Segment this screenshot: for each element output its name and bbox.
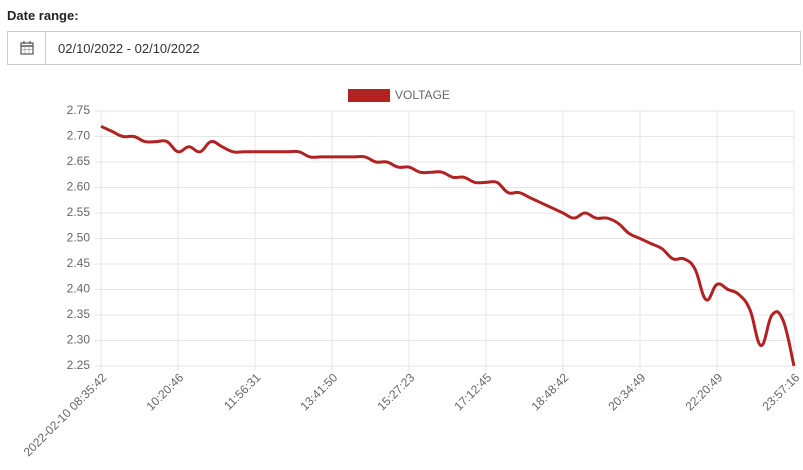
legend-swatch bbox=[348, 89, 390, 102]
date-range-value[interactable]: 02/10/2022 - 02/10/2022 bbox=[58, 41, 200, 56]
x-tick-label: 2022-02-10 08:35:42 bbox=[21, 370, 110, 459]
date-range-input[interactable]: 02/10/2022 - 02/10/2022 bbox=[7, 31, 801, 65]
y-tick-label: 2.40 bbox=[67, 282, 91, 296]
chart: 2.25 2.30 2.35 2.40 2.45 2.50 2.55 2.60 2.65 2.70… bbox=[21, 88, 803, 459]
calendar-icon[interactable] bbox=[8, 32, 46, 64]
x-tick-label: 18:48:42 bbox=[528, 370, 571, 413]
x-tick-label: 23:57:16 bbox=[759, 370, 802, 413]
x-tick-label: 11:56:31 bbox=[221, 370, 264, 413]
y-tick-label: 2.25 bbox=[67, 358, 91, 372]
calendar-glyph bbox=[20, 41, 34, 55]
y-tick-label: 2.55 bbox=[67, 205, 91, 219]
x-tick-label: 10:20:46 bbox=[143, 370, 186, 413]
x-tick-label: 20:34:49 bbox=[605, 370, 648, 413]
y-tick-label: 2.65 bbox=[67, 154, 91, 168]
x-tick-label: 13:41:50 bbox=[297, 370, 340, 413]
y-tick-label: 2.60 bbox=[67, 180, 91, 194]
legend-label: VOLTAGE bbox=[395, 88, 450, 102]
line bbox=[100, 124, 796, 367]
x-tick-label: 17:12:45 bbox=[451, 370, 494, 413]
x-tick-label: 22:20:49 bbox=[682, 370, 725, 413]
y-tick-label: 2.75 bbox=[67, 103, 91, 117]
date-range-label: Date range: bbox=[7, 8, 79, 23]
y-tick-label: 2.45 bbox=[67, 256, 91, 270]
y-tick-label: 2.35 bbox=[67, 307, 91, 321]
x-tick-label: 15:27:23 bbox=[374, 370, 417, 413]
y-tick-label: 2.50 bbox=[67, 231, 91, 245]
y-tick-label: 2.70 bbox=[67, 129, 91, 143]
y-tick-label: 2.30 bbox=[67, 333, 91, 347]
